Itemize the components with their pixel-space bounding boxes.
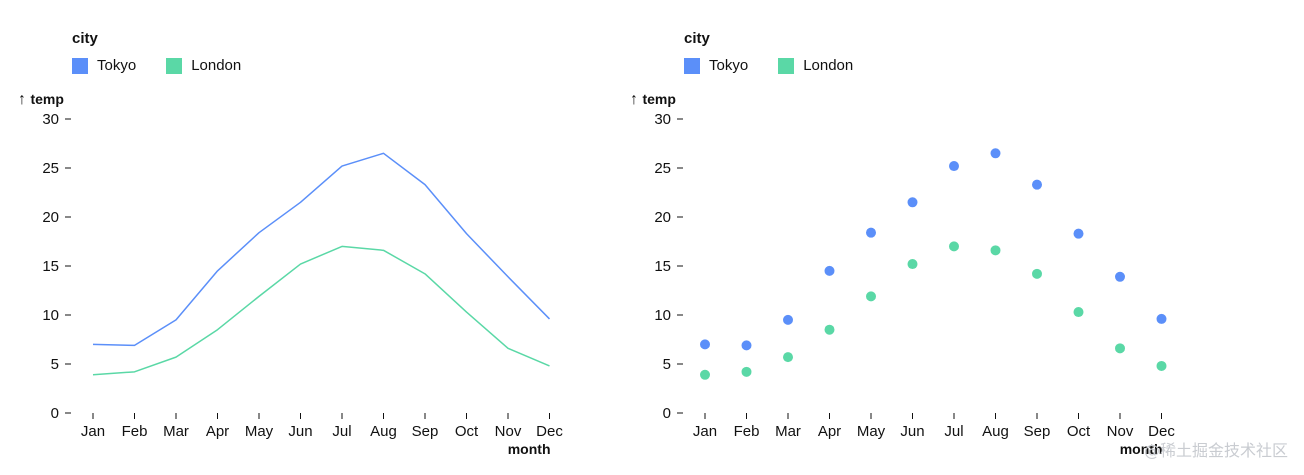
data-point-london — [1073, 307, 1084, 318]
x-tick-label: Nov — [495, 423, 522, 440]
x-tick-label: Nov — [1107, 423, 1134, 440]
x-tick-label: May — [245, 423, 274, 440]
scatter-chart-panel: city Tokyo London 0 5 10 15 20 25 30 ↑ temp Jan F… — [612, 0, 1264, 475]
legend: city Tokyo London — [72, 28, 271, 74]
x-tick-label: Dec — [536, 423, 563, 440]
legend-title: city — [72, 30, 98, 47]
legend: city Tokyo London — [684, 28, 883, 74]
data-point-tokyo — [990, 148, 1001, 159]
x-tick-label: Apr — [818, 423, 841, 440]
data-point-tokyo — [949, 161, 959, 172]
line-chart-panel: city Tokyo London 0 5 10 15 20 25 30 ↑ temp Jan F… — [18, 28, 563, 457]
x-tick-label: Jan — [81, 423, 105, 440]
y-tick-label: 15 — [654, 258, 671, 275]
x-tick-label: Feb — [122, 423, 148, 440]
data-point-tokyo — [907, 197, 918, 208]
x-tick-label: Sep — [1024, 423, 1051, 440]
legend-title: city — [684, 30, 710, 47]
y-tick-label: 30 — [42, 111, 59, 128]
data-point-london — [990, 245, 1001, 256]
y-tick-label: 0 — [663, 405, 671, 422]
x-tick-label: Aug — [982, 423, 1009, 440]
data-point-london — [1156, 360, 1167, 371]
data-point-london — [700, 369, 710, 380]
data-point-tokyo — [1115, 271, 1125, 282]
x-tick-label: Dec — [1148, 423, 1175, 440]
x-axis-title: month — [508, 441, 551, 457]
x-tick-label: Oct — [1067, 423, 1091, 440]
y-tick-label: 10 — [42, 307, 59, 324]
x-tick-label: Jun — [900, 423, 924, 440]
y-tick-label: 20 — [42, 209, 59, 226]
y-tick-label: 0 — [51, 405, 59, 422]
scatter-chart: 0 5 10 15 20 25 30 ↑ temp Jan Feb Mar Apr May Jun Jul A… — [630, 91, 1175, 457]
x-tick-label: May — [857, 423, 886, 440]
data-point-london — [1115, 343, 1125, 354]
legend-item-london[interactable]: London — [166, 57, 241, 74]
y-tick-label: 20 — [654, 209, 671, 226]
x-tick-label: Mar — [775, 423, 801, 440]
y-axis-title: ↑ temp — [630, 91, 676, 108]
watermark: @稀土掘金技术社区 — [1143, 441, 1288, 460]
x-tick-label: Apr — [206, 423, 229, 440]
data-point-london — [866, 291, 876, 302]
legend-item-london[interactable]: London — [778, 57, 853, 74]
data-point-tokyo — [700, 339, 710, 350]
x-tick-label: Jul — [944, 423, 963, 440]
data-point-london — [949, 241, 959, 252]
y-tick-label: 5 — [51, 356, 59, 373]
x-tick-label: Jul — [332, 423, 351, 440]
legend-swatch-tokyo — [684, 57, 700, 74]
y-tick-label: 5 — [663, 356, 671, 373]
legend-swatch-tokyo — [72, 57, 88, 74]
x-tick-label: Oct — [455, 423, 479, 440]
data-point-london — [741, 366, 752, 377]
data-point-tokyo — [824, 265, 835, 276]
series-line-london — [92, 245, 550, 376]
legend-label-london: London — [803, 57, 854, 74]
legend-item-tokyo[interactable]: Tokyo — [72, 57, 136, 74]
data-point-tokyo — [741, 340, 752, 351]
data-point-tokyo — [866, 227, 876, 238]
y-axis-title: ↑ temp — [18, 91, 64, 108]
x-tick-label: Jan — [693, 423, 717, 440]
legend-item-tokyo[interactable]: Tokyo — [684, 57, 748, 74]
data-point-london — [1032, 268, 1042, 279]
x-tick-label: Feb — [734, 423, 760, 440]
y-tick-label: 10 — [654, 307, 671, 324]
x-axis-title: month — [1120, 441, 1163, 457]
data-point-tokyo — [1073, 228, 1084, 239]
data-point-london — [783, 352, 793, 363]
data-point-tokyo — [1032, 179, 1042, 190]
legend-label-tokyo: Tokyo — [97, 57, 137, 74]
data-point-tokyo — [1156, 313, 1167, 324]
legend-label-london: London — [191, 57, 242, 74]
y-tick-label: 25 — [42, 160, 59, 177]
legend-swatch-london — [778, 57, 795, 74]
y-tick-label: 25 — [654, 160, 671, 177]
x-tick-label: Jun — [288, 423, 312, 440]
x-tick-label: Sep — [412, 423, 439, 440]
legend-label-tokyo: Tokyo — [709, 57, 749, 74]
x-tick-label: Aug — [370, 423, 397, 440]
data-point-tokyo — [783, 314, 793, 325]
y-tick-label: 15 — [42, 258, 59, 275]
line-chart: 0 5 10 15 20 25 30 ↑ temp Jan Feb Mar Apr May Jun Jul A… — [18, 91, 563, 457]
data-point-london — [824, 324, 835, 335]
series-line-tokyo — [92, 152, 551, 347]
y-tick-label: 30 — [654, 111, 671, 128]
data-point-london — [907, 259, 918, 270]
legend-swatch-london — [166, 57, 183, 74]
x-tick-label: Mar — [163, 423, 189, 440]
